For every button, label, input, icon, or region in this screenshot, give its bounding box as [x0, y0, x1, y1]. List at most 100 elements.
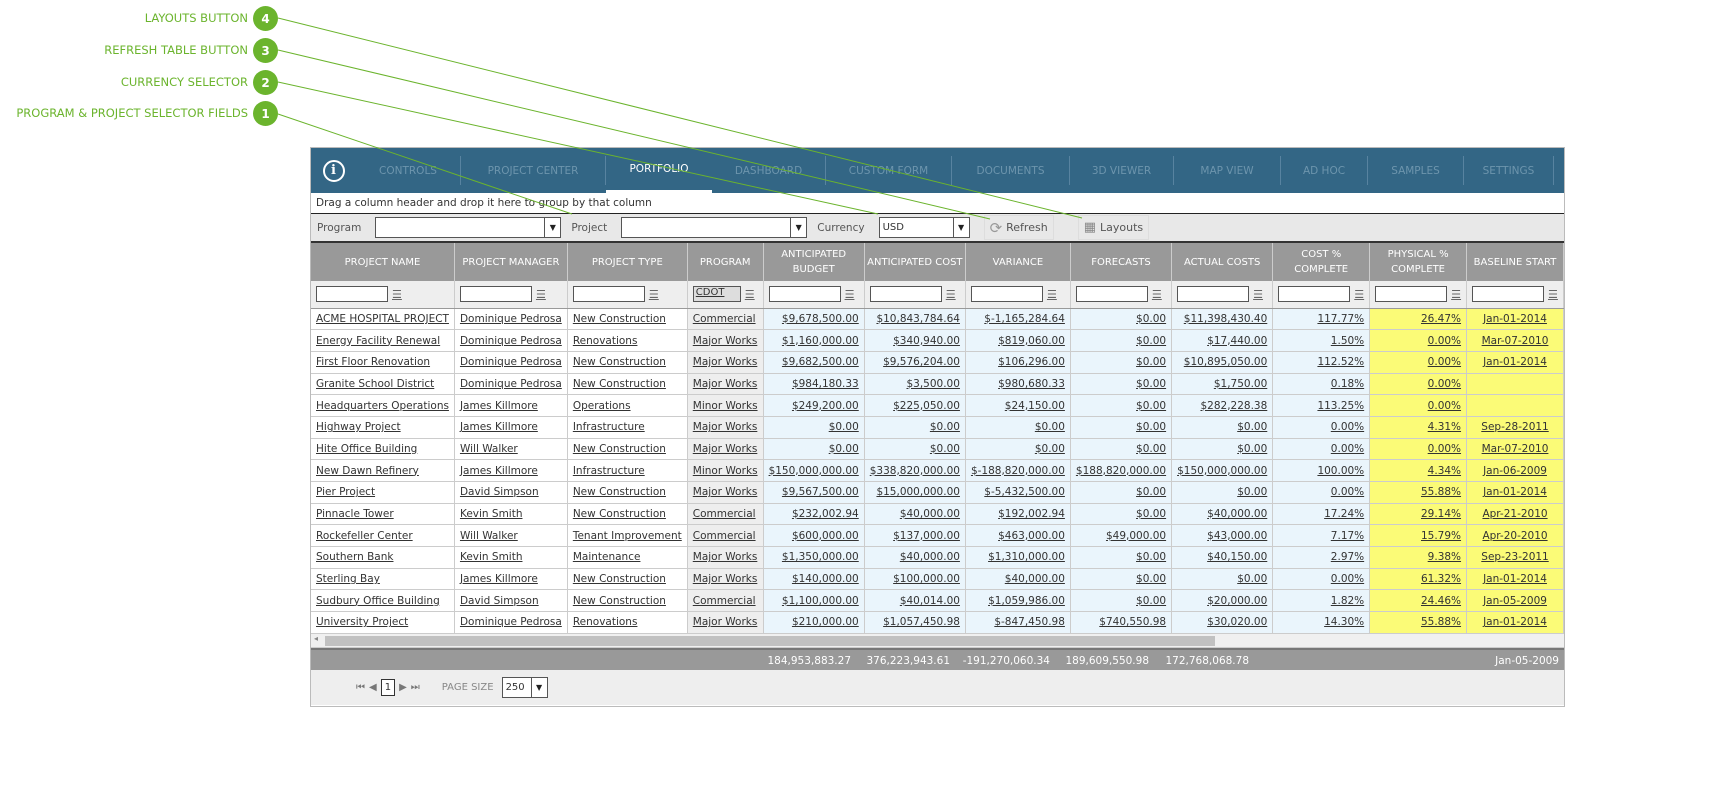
scrollbar-thumb[interactable]	[325, 635, 1215, 646]
cell-link[interactable]: $249,200.00	[791, 399, 859, 412]
filter-input[interactable]	[1278, 286, 1351, 303]
cell-link[interactable]: Renovations	[572, 334, 638, 347]
column-header[interactable]: PHYSICAL % COMPLETE	[1369, 243, 1468, 281]
layouts-button[interactable]: ▦ Layouts	[1077, 215, 1150, 240]
cell-link[interactable]: 2.97%	[1330, 551, 1365, 564]
cell-link[interactable]: Minor Works	[692, 399, 758, 412]
cell-link[interactable]: 55.88%	[1420, 616, 1462, 629]
column-header[interactable]: VARIANCE	[965, 243, 1071, 281]
cell-link[interactable]: New Construction	[572, 377, 666, 390]
cell-link[interactable]: $10,895,050.00	[1183, 356, 1268, 369]
cell-link[interactable]: Jan-01-2014	[1483, 356, 1547, 369]
cell-link[interactable]: Minor Works	[692, 464, 758, 477]
current-page[interactable]: 1	[380, 678, 396, 696]
cell-link[interactable]: $0.00	[1136, 573, 1167, 586]
filter-input[interactable]: CDOT	[692, 286, 741, 303]
cell-link[interactable]: Apr-21-2010	[1482, 508, 1548, 521]
cell-link[interactable]: $984,180.33	[791, 377, 859, 390]
prev-page-icon[interactable]: ◀	[369, 681, 377, 693]
cell-link[interactable]: Southern Bank	[316, 551, 394, 564]
cell-link[interactable]: $0.00	[929, 442, 960, 455]
cell-link[interactable]: Major Works	[692, 551, 758, 564]
tab-settings[interactable]: SETTINGS	[1464, 156, 1554, 185]
cell-link[interactable]: $0.00	[1136, 594, 1167, 607]
cell-link[interactable]: $150,000,000.00	[1177, 464, 1268, 477]
program-selector[interactable]: ▼	[375, 217, 562, 238]
filter-input[interactable]	[970, 286, 1043, 303]
cell-link[interactable]: David Simpson	[459, 594, 539, 607]
cell-link[interactable]: $30,020.00	[1207, 616, 1268, 629]
cell-link[interactable]: Dominique Pedrosa	[459, 616, 562, 629]
cell-link[interactable]: $0.00	[828, 442, 859, 455]
filter-icon[interactable]: ☰	[1354, 287, 1365, 301]
cell-link[interactable]: 55.88%	[1420, 486, 1462, 499]
cell-link[interactable]: New Dawn Refinery	[316, 464, 419, 477]
cell-link[interactable]: $980,680.33	[998, 377, 1065, 390]
tab-custom-form[interactable]: CUSTOM FORM	[826, 156, 952, 185]
cell-link[interactable]: 0.18%	[1330, 377, 1365, 390]
cell-link[interactable]: Dominique Pedrosa	[459, 377, 562, 390]
cell-link[interactable]: 112.52%	[1317, 356, 1365, 369]
filter-icon[interactable]: ☰	[945, 287, 956, 301]
cell-link[interactable]: $40,000.00	[1207, 508, 1268, 521]
cell-link[interactable]: Will Walker	[459, 442, 518, 455]
cell-link[interactable]: 0.00%	[1330, 442, 1365, 455]
cell-link[interactable]: $0.00	[1237, 421, 1268, 434]
cell-link[interactable]: Jan-06-2009	[1483, 464, 1547, 477]
cell-link[interactable]: Apr-20-2010	[1482, 529, 1548, 542]
cell-link[interactable]: $100,000.00	[893, 573, 960, 586]
cell-link[interactable]: $1,100,000.00	[781, 594, 859, 607]
cell-link[interactable]: 0.00%	[1427, 334, 1462, 347]
cell-link[interactable]: Major Works	[692, 442, 758, 455]
group-by-area[interactable]: Drag a column header and drop it here to…	[311, 193, 1564, 214]
cell-link[interactable]: 24.46%	[1420, 594, 1462, 607]
cell-link[interactable]: 26.47%	[1420, 312, 1462, 325]
cell-link[interactable]: $9,682,500.00	[781, 356, 859, 369]
cell-link[interactable]: Highway Project	[316, 421, 401, 434]
cell-link[interactable]: $1,310,000.00	[988, 551, 1065, 564]
cell-link[interactable]: $0.00	[828, 421, 859, 434]
cell-link[interactable]: Dominique Pedrosa	[459, 312, 562, 325]
cell-link[interactable]: $-5,432,500.00	[984, 486, 1065, 499]
cell-link[interactable]: Dominique Pedrosa	[459, 356, 562, 369]
cell-link[interactable]: Jan-05-2009	[1483, 594, 1547, 607]
cell-link[interactable]: $40,000.00	[899, 551, 960, 564]
filter-input[interactable]	[1472, 286, 1545, 303]
column-header[interactable]: BASELINE START	[1466, 243, 1564, 281]
cell-link[interactable]: New Construction	[572, 594, 666, 607]
cell-link[interactable]: Tenant Improvement	[572, 529, 682, 542]
cell-link[interactable]: Operations	[572, 399, 631, 412]
cell-link[interactable]: 0.00%	[1330, 421, 1365, 434]
cell-link[interactable]: $340,940.00	[893, 334, 960, 347]
cell-link[interactable]: New Construction	[572, 573, 666, 586]
cell-link[interactable]: New Construction	[572, 508, 666, 521]
cell-link[interactable]: Major Works	[692, 616, 758, 629]
next-page-icon[interactable]: ▶	[399, 681, 407, 693]
cell-link[interactable]: $0.00	[1136, 486, 1167, 499]
cell-link[interactable]: 113.25%	[1317, 399, 1365, 412]
cell-link[interactable]: $192,002.94	[998, 508, 1065, 521]
cell-link[interactable]: $0.00	[1034, 442, 1065, 455]
cell-link[interactable]: Major Works	[692, 486, 758, 499]
info-button[interactable]: i	[311, 148, 356, 193]
cell-link[interactable]: New Construction	[572, 486, 666, 499]
tab-samples[interactable]: SAMPLES	[1368, 156, 1464, 185]
cell-link[interactable]: Pinnacle Tower	[316, 508, 394, 521]
cell-link[interactable]: $0.00	[1136, 312, 1167, 325]
cell-link[interactable]: 17.24%	[1324, 508, 1365, 521]
cell-link[interactable]: Rockefeller Center	[316, 529, 413, 542]
tab-3d-viewer[interactable]: 3D VIEWER	[1070, 156, 1174, 185]
cell-link[interactable]: $43,000.00	[1207, 529, 1268, 542]
tab-project-center[interactable]: PROJECT CENTER	[461, 156, 606, 185]
filter-icon[interactable]: ☰	[1046, 287, 1057, 301]
cell-link[interactable]: James Killmore	[459, 399, 538, 412]
cell-link[interactable]: Mar-07-2010	[1481, 442, 1549, 455]
refresh-button[interactable]: ⟳ Refresh	[983, 215, 1054, 240]
cell-link[interactable]: Granite School District	[316, 377, 435, 390]
cell-link[interactable]: 1.82%	[1330, 594, 1365, 607]
cell-link[interactable]: University Project	[316, 616, 409, 629]
cell-link[interactable]: $40,150.00	[1207, 551, 1268, 564]
cell-link[interactable]: $3,500.00	[906, 377, 960, 390]
cell-link[interactable]: 0.00%	[1427, 399, 1462, 412]
cell-link[interactable]: 14.30%	[1324, 616, 1365, 629]
